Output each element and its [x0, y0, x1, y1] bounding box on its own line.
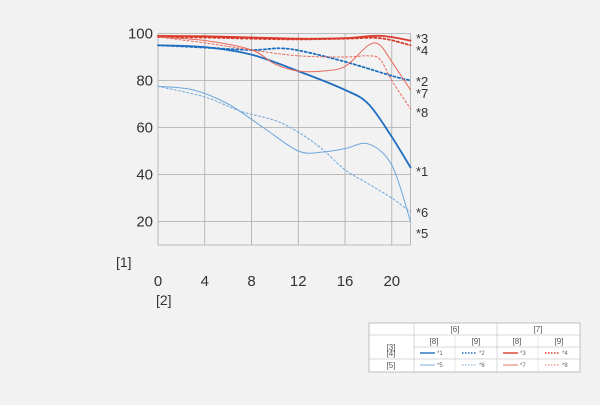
curve-label-5: *5	[416, 226, 428, 241]
series-line-6	[157, 85, 411, 213]
legend-group-6: [6]	[451, 325, 460, 334]
series-line-5	[157, 85, 411, 222]
curve-label-8: *8	[416, 105, 428, 120]
grid	[157, 33, 411, 246]
x-tick-label: 0	[154, 273, 162, 290]
legend-row-4: [4]	[387, 349, 396, 358]
y-tick-label: 80	[136, 73, 153, 90]
curve-label-6: *6	[416, 205, 428, 220]
x-tick-label: 16	[337, 273, 354, 290]
legend-sub-9: [9]	[555, 337, 564, 346]
x-tick-label: 8	[247, 273, 255, 290]
legend-sub-8: [8]	[513, 337, 522, 346]
legend-sub-9: [9]	[472, 337, 481, 346]
series-line-1	[157, 44, 412, 169]
curve-label-1: *1	[416, 164, 428, 179]
curve-label-3: *3	[416, 31, 428, 46]
legend-sample-label-7: *7	[520, 363, 526, 369]
legend-samples: *1 *2 *3 *4 *5 *6 *7 *8	[420, 351, 568, 369]
x-tick-label: 4	[201, 273, 209, 290]
y-tick-label: 40	[136, 167, 153, 184]
legend-sample-label-3: *3	[520, 351, 526, 357]
tick-labels: 0 4 8 12 16 20 20 40 60 80 100	[128, 26, 400, 291]
series-line-4	[157, 36, 412, 47]
legend-sample-label-5: *5	[437, 363, 443, 369]
legend-sample-label-8: *8	[562, 363, 568, 369]
series-line-8	[157, 36, 411, 110]
legend-sub-8: [8]	[430, 337, 439, 346]
legend-sample-label-6: *6	[479, 363, 485, 369]
series-line-2	[157, 44, 412, 82]
series-lines	[157, 34, 412, 222]
curve-label-2: *2	[416, 74, 428, 89]
legend-sample-label-1: *1	[437, 351, 443, 357]
curve-labels: *1 *2 *3*4 *5 *6 *7 *8	[416, 31, 428, 241]
legend-sample-label-4: *4	[562, 351, 568, 357]
legend-table: [3] [6] [7] [8] [9] [8] [9] [4] [5] *1 *2…	[368, 322, 581, 373]
legend-group-7: [7]	[534, 325, 543, 334]
curve-label-7: *7	[416, 86, 428, 101]
curve-label-4: *4	[416, 43, 428, 58]
y-axis-label: [1]	[116, 254, 132, 270]
y-tick-label: 20	[136, 214, 153, 231]
series-line-7	[157, 36, 411, 91]
legend-sample-label-2: *2	[479, 351, 485, 357]
x-tick-label: 12	[290, 273, 307, 290]
y-tick-label: 60	[136, 120, 153, 137]
legend-row-5: [5]	[387, 361, 396, 370]
legend-header-label: [3]	[387, 343, 396, 352]
x-axis-label: [2]	[156, 292, 172, 308]
legend-background	[368, 322, 581, 373]
y-tick-label: 100	[128, 26, 153, 43]
x-tick-label: 20	[383, 273, 400, 290]
